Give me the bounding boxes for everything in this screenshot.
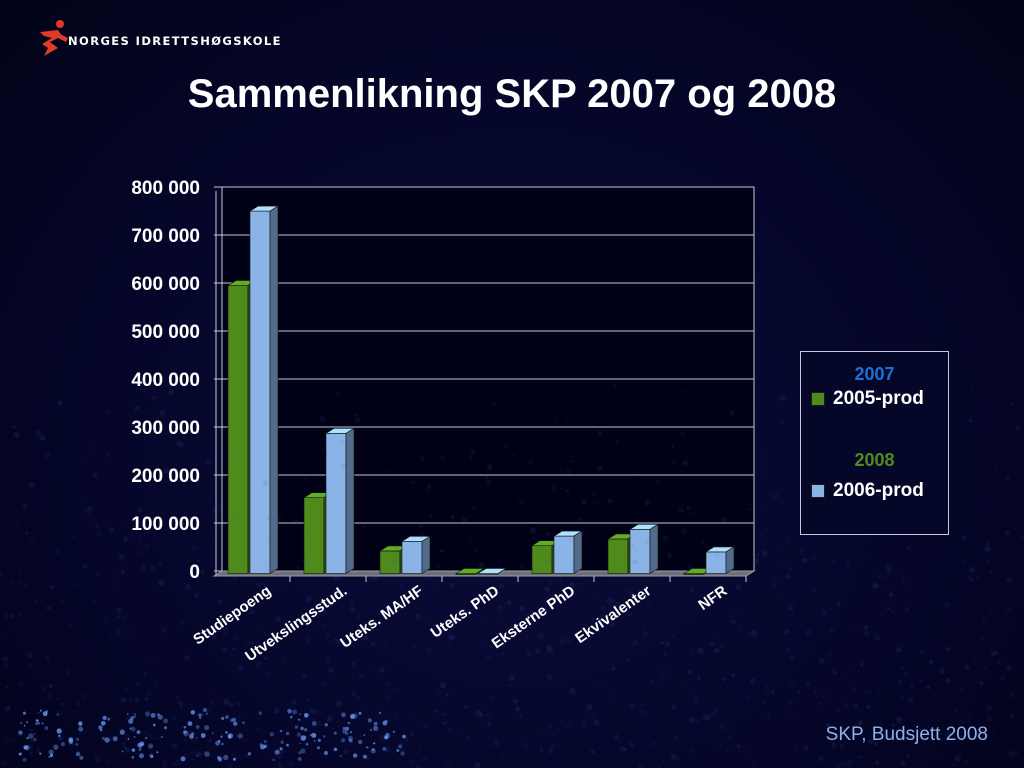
bar-2006-prod-5 [628, 523, 660, 575]
legend-entry-2006-prod: 2006-prod [811, 480, 924, 502]
x-tick-label: NFR [695, 582, 730, 614]
y-tick-label: 100 000 [131, 514, 200, 535]
x-tick-label: Uteks. MA/HF [337, 582, 426, 651]
page-title: Sammenlikning SKP 2007 og 2008 [187, 72, 837, 116]
bar-2005-prod-3 [454, 568, 486, 575]
bar-2006-prod-4 [552, 530, 584, 575]
bar-front [531, 545, 553, 574]
bar-2006-prod-6 [704, 546, 736, 575]
legend-label-2005-prod: 2005-prod [833, 388, 924, 409]
bar-front [629, 529, 651, 574]
legend-swatch-2006-prod [811, 484, 825, 498]
bar-front [303, 497, 325, 574]
bar-side [421, 535, 431, 575]
bar-front [705, 551, 727, 574]
y-tick-label: 800 000 [131, 178, 200, 199]
x-tick-label: Uteks. PhD [428, 582, 503, 641]
legend-label-2006-prod: 2006-prod [833, 480, 924, 501]
bar-2006-prod-0 [248, 205, 280, 575]
x-tick-label: Eksterne PhD [489, 582, 579, 652]
bar-2006-prod-1 [324, 427, 356, 575]
y-tick-label: 700 000 [131, 226, 200, 247]
legend-year-2008: 2008 [854, 450, 895, 470]
bar-side [475, 568, 485, 574]
y-tick-label: 600 000 [131, 274, 200, 295]
logo-text: NORGES IDRETTSHØGSKOLE [68, 34, 282, 48]
y-tick-label: 300 000 [131, 418, 200, 439]
running-figure-icon [40, 20, 68, 56]
legend-year-2007: 2007 [854, 364, 895, 384]
bar-front [249, 210, 271, 574]
bar-2006-prod-3 [476, 568, 508, 575]
legend-swatch-2005-prod [811, 392, 825, 406]
y-tick-label: 400 000 [131, 370, 200, 391]
bar-front [607, 538, 629, 574]
bar-side [345, 427, 355, 575]
bar-side [497, 568, 507, 574]
bar-side [725, 546, 735, 575]
bar-side [269, 205, 279, 575]
legend-entry-2005-prod: 2005-prod [811, 388, 924, 410]
y-tick-label: 200 000 [131, 466, 200, 487]
bar-front [379, 550, 401, 574]
bar-front [553, 535, 575, 574]
y-tick-label: 500 000 [131, 322, 200, 343]
logo [40, 20, 68, 56]
y-tick-label: 0 [189, 562, 200, 583]
chart-legend: 2007 2005-prod 2008 2006-prod [800, 351, 949, 535]
footer-text: SKP, Budsjett 2008 [825, 724, 988, 745]
bar-side [649, 523, 659, 575]
bar-front [325, 433, 347, 574]
x-tick-label: Ekvivalenter [572, 582, 654, 647]
bar-2006-prod-2 [400, 535, 432, 575]
bar-front [401, 541, 423, 574]
bar-front [227, 285, 249, 574]
bar-side [573, 530, 583, 575]
